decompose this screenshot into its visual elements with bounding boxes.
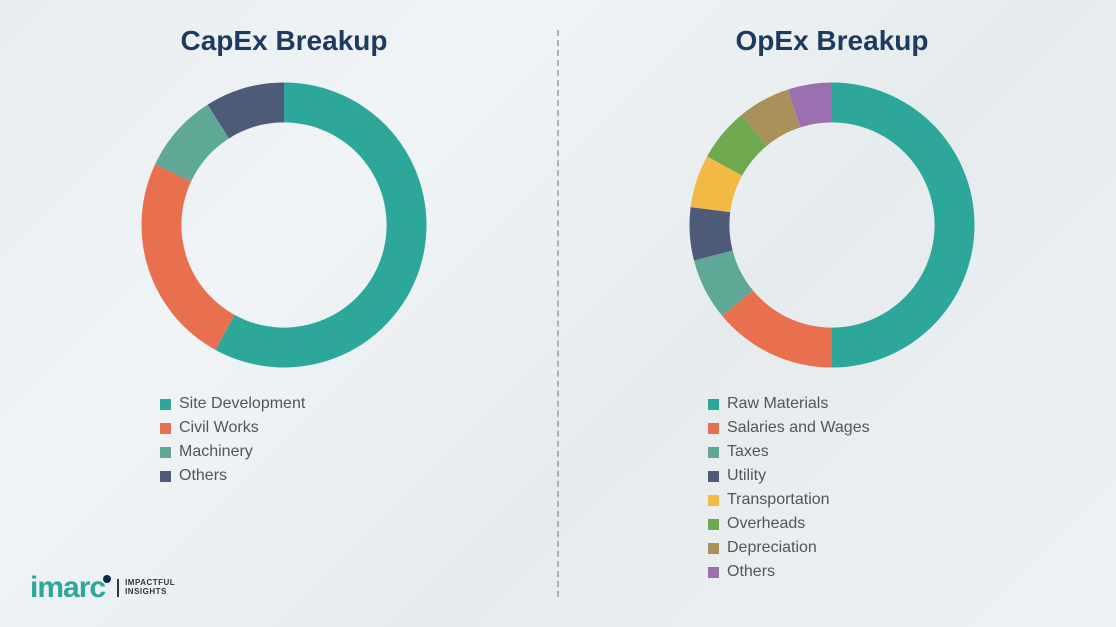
- legend-label: Transportation: [727, 491, 830, 509]
- opex-donut: [682, 75, 982, 375]
- legend-swatch-icon: [708, 447, 719, 458]
- logo-text: imarc: [30, 571, 105, 604]
- legend-swatch-icon: [708, 399, 719, 410]
- legend-label: Raw Materials: [727, 395, 828, 413]
- legend-label: Others: [727, 563, 775, 581]
- capex-panel: CapEx Breakup Site Development Civil Work…: [0, 0, 558, 627]
- logo-dot-icon: [103, 575, 111, 583]
- logo-tagline-line2: INSIGHTS: [125, 587, 167, 596]
- brand-logo: imarc IMPACTFUL INSIGHTS: [30, 571, 175, 605]
- legend-item: Raw Materials: [708, 395, 870, 413]
- legend-item: Depreciation: [708, 539, 870, 557]
- logo-tagline-line1: IMPACTFUL: [125, 578, 175, 587]
- capex-donut: [134, 75, 434, 375]
- legend-swatch-icon: [708, 519, 719, 530]
- legend-label: Machinery: [179, 443, 253, 461]
- donut-slice: [832, 83, 975, 368]
- legend-item: Civil Works: [160, 419, 305, 437]
- capex-legend: Site Development Civil Works Machinery Othe…: [160, 395, 305, 485]
- legend-swatch-icon: [708, 423, 719, 434]
- logo-mark: imarc: [30, 571, 111, 605]
- legend-swatch-icon: [708, 495, 719, 506]
- panel-divider: [557, 30, 559, 597]
- legend-item: Site Development: [160, 395, 305, 413]
- legend-item: Utility: [708, 467, 870, 485]
- legend-swatch-icon: [160, 399, 171, 410]
- opex-panel: OpEx Breakup Raw Materials Salaries and W…: [558, 0, 1116, 627]
- legend-swatch-icon: [708, 567, 719, 578]
- legend-label: Site Development: [179, 395, 305, 413]
- opex-legend: Raw Materials Salaries and Wages Taxes Util…: [708, 395, 870, 581]
- legend-item: Others: [160, 467, 305, 485]
- legend-label: Overheads: [727, 515, 805, 533]
- legend-label: Civil Works: [179, 419, 259, 437]
- legend-swatch-icon: [708, 471, 719, 482]
- legend-label: Depreciation: [727, 539, 817, 557]
- legend-label: Salaries and Wages: [727, 419, 870, 437]
- legend-label: Others: [179, 467, 227, 485]
- legend-item: Machinery: [160, 443, 305, 461]
- legend-swatch-icon: [160, 447, 171, 458]
- legend-swatch-icon: [708, 543, 719, 554]
- legend-label: Taxes: [727, 443, 769, 461]
- legend-swatch-icon: [160, 471, 171, 482]
- legend-swatch-icon: [160, 423, 171, 434]
- chart-container: CapEx Breakup Site Development Civil Work…: [0, 0, 1116, 627]
- legend-item: Salaries and Wages: [708, 419, 870, 437]
- legend-item: Overheads: [708, 515, 870, 533]
- legend-label: Utility: [727, 467, 766, 485]
- logo-tagline: IMPACTFUL INSIGHTS: [117, 579, 175, 597]
- legend-item: Others: [708, 563, 870, 581]
- opex-title: OpEx Breakup: [736, 25, 929, 57]
- capex-donut-svg: [134, 75, 434, 375]
- donut-slice: [142, 164, 235, 350]
- opex-donut-svg: [682, 75, 982, 375]
- capex-title: CapEx Breakup: [181, 25, 388, 57]
- legend-item: Taxes: [708, 443, 870, 461]
- legend-item: Transportation: [708, 491, 870, 509]
